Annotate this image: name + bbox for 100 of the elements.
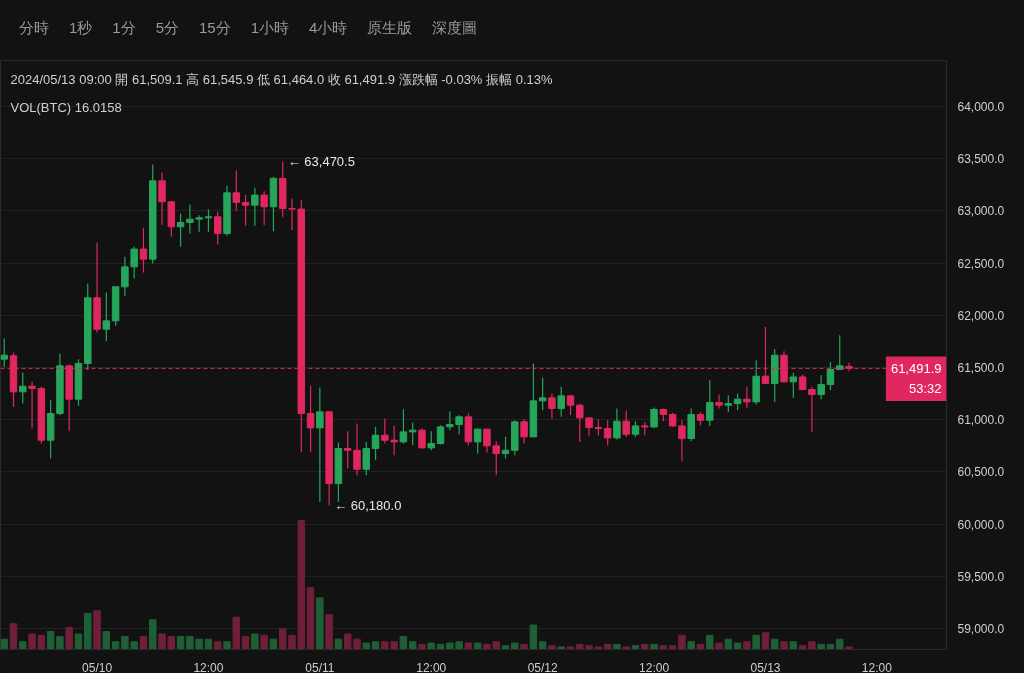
text: 2024/05/13 09:00 開 61,509.1 高 61,545.9 低 61,464.0 收 61,491.9 漲跌幅 -0.03% 振幅 0.13% [10, 71, 553, 87]
candlestick [241, 194, 250, 227]
y-tick-label: 59,000.0 [957, 622, 1005, 637]
candlestick [204, 208, 213, 233]
annotation: ← 60,180.0 [334, 497, 402, 513]
x-tick-label: 12:00 [193, 660, 224, 673]
candlestick [557, 386, 565, 418]
bar [659, 645, 668, 650]
candlestick [789, 372, 798, 399]
candlestick [399, 408, 408, 445]
bar [743, 641, 751, 650]
candlestick [19, 371, 27, 405]
bar [845, 646, 853, 650]
candlestick [0, 337, 8, 368]
y-tick-label: 61,500.0 [957, 361, 1005, 376]
candlestick [121, 256, 129, 297]
candlestick [251, 187, 259, 227]
bar [102, 630, 111, 650]
bar [418, 643, 426, 650]
candlestick [260, 190, 268, 226]
bar [687, 641, 695, 650]
bar [771, 638, 779, 650]
bar [74, 633, 83, 650]
text: VOL(BTC) 16.0158 [10, 99, 122, 115]
bar [613, 643, 621, 650]
bar [241, 636, 250, 650]
y-tick-label: 61,000.0 [957, 413, 1005, 428]
bar [362, 642, 371, 650]
candlestick [102, 291, 111, 342]
bar [84, 612, 92, 650]
candlestick [390, 425, 398, 456]
candlestick [306, 385, 315, 453]
bar [306, 587, 315, 650]
ref-line-label: 61,491.9 53:32 [890, 361, 942, 396]
y-tick-label: 62,500.0 [957, 256, 1005, 271]
bar [316, 597, 324, 650]
bar [622, 646, 630, 650]
bar [511, 642, 519, 650]
x-tick-label: 05/10 [82, 660, 113, 673]
bar [232, 616, 241, 650]
x-tick-label: 12:00 [416, 660, 447, 673]
candlestick [316, 386, 324, 503]
bar [260, 634, 268, 650]
candlestick [826, 361, 835, 391]
candlestick [706, 379, 714, 427]
bar [817, 643, 825, 650]
bar [529, 624, 538, 650]
bar [641, 643, 649, 650]
candlestick [566, 394, 575, 416]
candlestick [817, 374, 825, 400]
y-tick-label: 63,000.0 [957, 204, 1005, 219]
candlestick [835, 334, 844, 371]
candlestick [213, 211, 222, 246]
text: 1秒 [69, 19, 93, 36]
text: 1小時 [250, 19, 290, 36]
text: 分時 [19, 19, 49, 36]
y-tick-label: 60,500.0 [957, 465, 1005, 480]
candlestick [353, 422, 361, 476]
bar [65, 627, 73, 650]
y-tick-label: 62,000.0 [957, 308, 1005, 323]
bar [548, 645, 556, 650]
bar [139, 636, 148, 650]
candlestick [362, 441, 371, 476]
x-tick-label: 05/12 [527, 660, 558, 673]
text: 4小時 [309, 19, 348, 36]
candlestick [427, 430, 436, 451]
bar [650, 643, 658, 650]
bar [715, 642, 723, 650]
y-tick-label: 59,500.0 [957, 569, 1005, 584]
y-tick-label: 64,000.0 [957, 99, 1005, 114]
bar [223, 641, 231, 650]
bar [566, 646, 575, 650]
bar [251, 633, 259, 650]
annotation: ← 63,470.5 [287, 154, 355, 170]
bar [213, 641, 222, 650]
text: 原生版 [367, 19, 413, 36]
candlestick [130, 246, 138, 280]
y-tick-label: 63,500.0 [957, 152, 1005, 167]
bar [149, 619, 157, 650]
bar [835, 638, 844, 650]
candlestick [538, 377, 547, 411]
bar [520, 643, 528, 650]
bar [557, 646, 565, 650]
x-tick-label: 05/11 [305, 660, 335, 673]
bar [325, 614, 333, 650]
text: 1分 [112, 19, 136, 36]
bar [408, 641, 417, 650]
bar [93, 610, 101, 650]
candlestick [576, 402, 584, 443]
text: 5分 [155, 19, 180, 36]
candlestick [408, 421, 417, 446]
bar [706, 634, 714, 650]
bar [733, 642, 742, 650]
candlestick [371, 426, 380, 461]
bar [473, 642, 482, 650]
x-tick-label: 12:00 [861, 660, 893, 673]
candlestick [158, 171, 166, 226]
text: 深度圖 [432, 19, 478, 36]
text: 15分 [199, 19, 231, 36]
candlestick [650, 406, 658, 429]
